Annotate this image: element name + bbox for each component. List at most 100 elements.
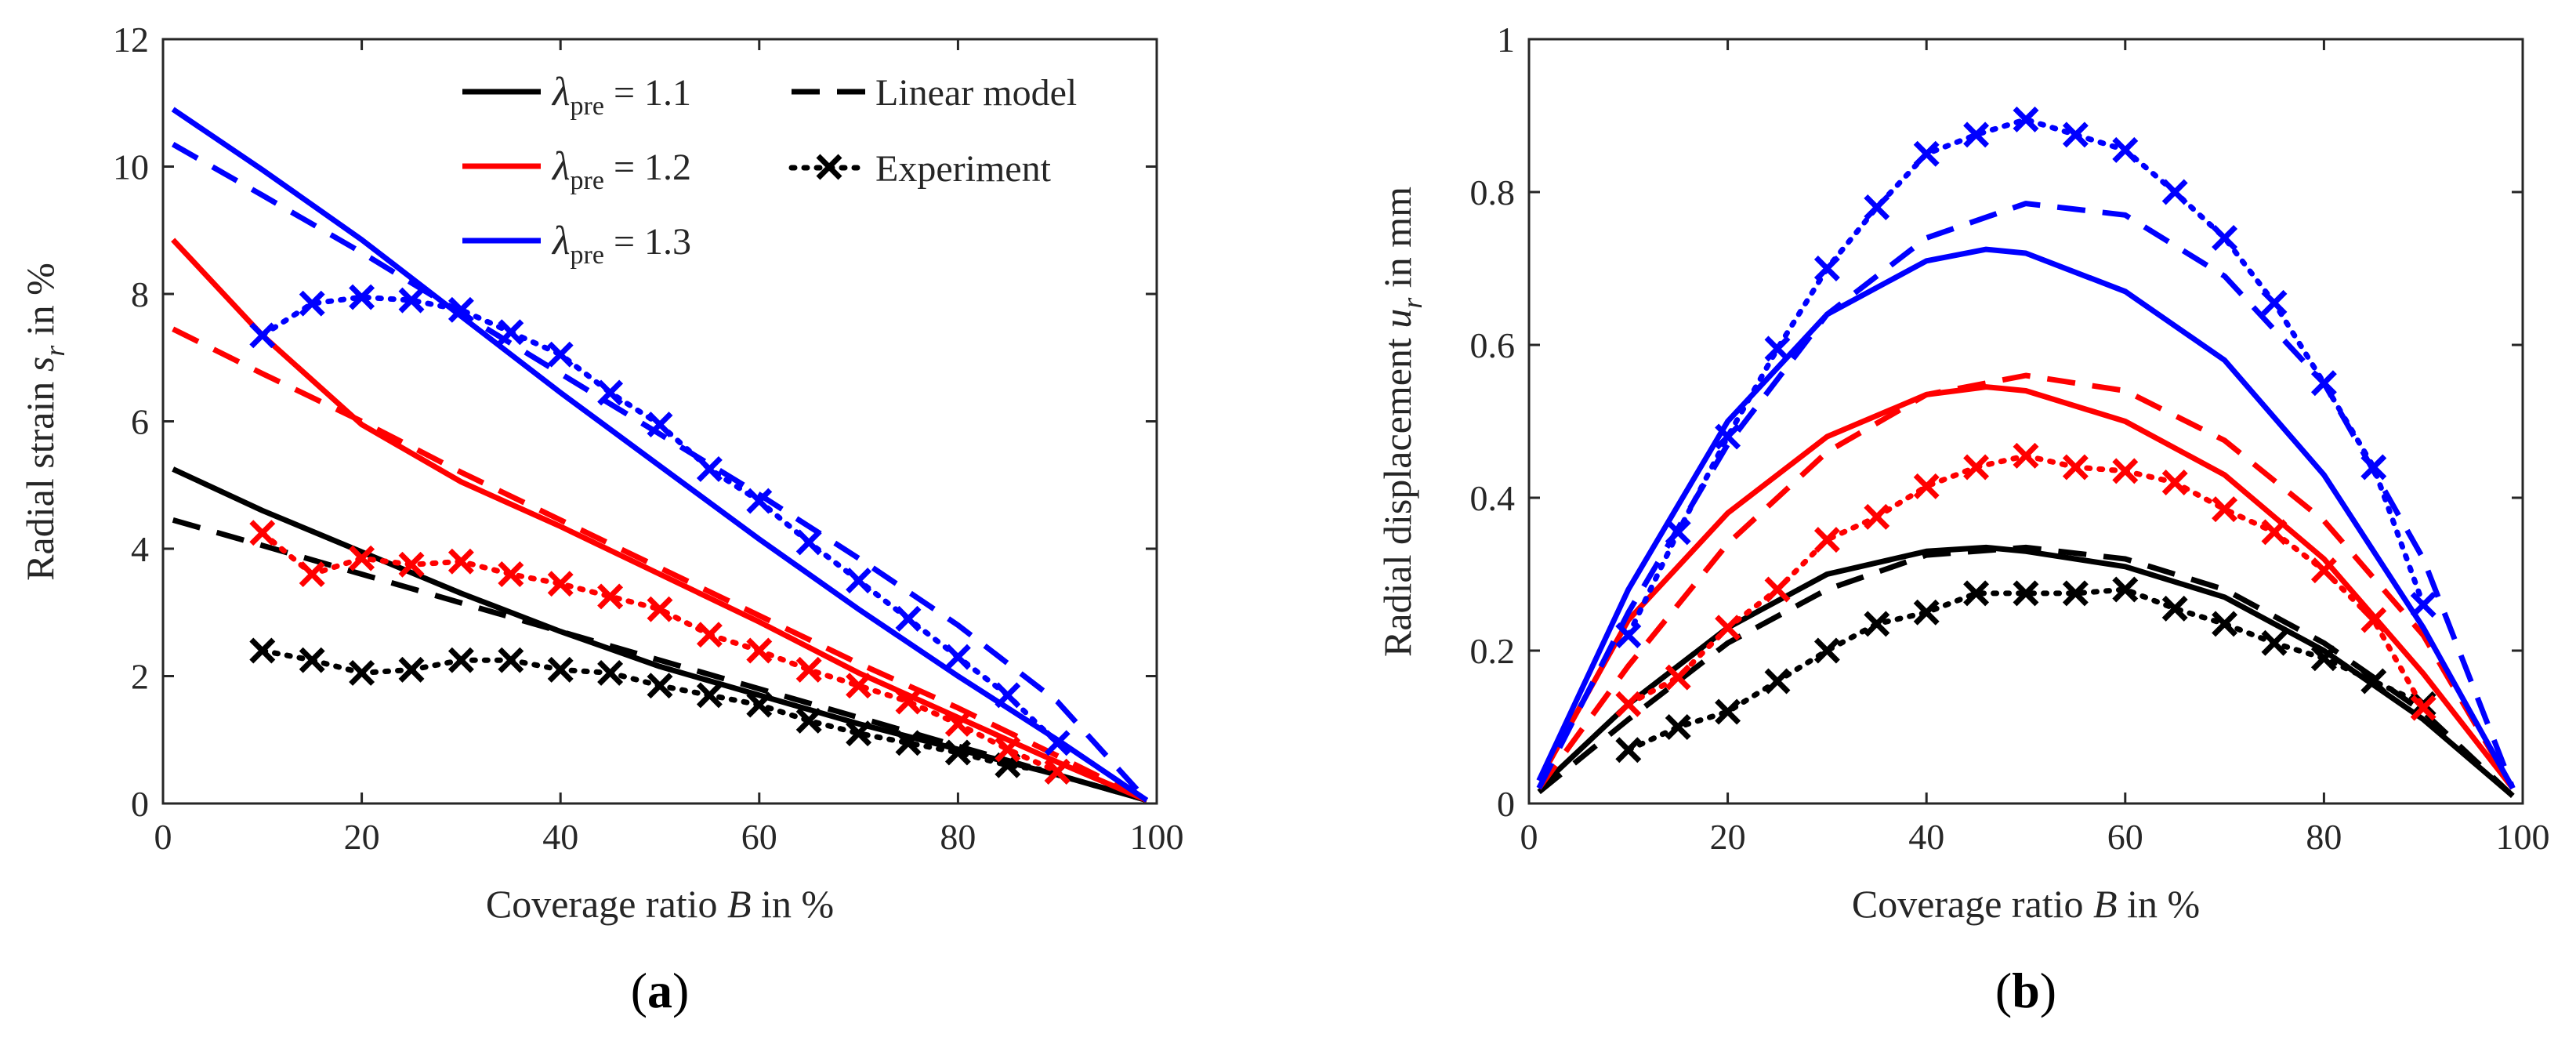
- panel-a-series-pre-1-3-experiment-point: [647, 412, 673, 438]
- panel-b-xtick-label: 60: [2107, 817, 2143, 857]
- panel-a-series-pre-1-3-experiment-point: [299, 290, 325, 317]
- panel-b-series-pre-1-2-experiment-point: [1764, 576, 1791, 603]
- panel-a-series-pre-1-2-experiment-point: [398, 551, 425, 578]
- panel-a-series-pre-1-2-experiment-point: [249, 520, 276, 546]
- panel-b-series-pre-1-3-experiment-point: [2013, 106, 2039, 132]
- panel-b-series-pre-1-2-experiment-point: [2261, 519, 2288, 546]
- panel-a-ticks: 0 20 40 60 80 100 0 2 4 6 8 10 12: [113, 20, 1184, 857]
- panel-b-series-pre-1-3-experiment-point: [2161, 179, 2188, 205]
- panel-a-series-pre-1-1-experiment-point: [498, 647, 524, 673]
- panel-b-series-pre-1-3-experiment-point: [2360, 454, 2387, 481]
- panel-a-series-pre-1-1-experiment-point: [597, 659, 624, 686]
- panel-a-series-pre-1-2-experiment-point: [944, 710, 971, 737]
- panel-b-series-pre-1-3-experiment-point: [2261, 289, 2288, 316]
- panel-b-ylabel: Radial displacement ur in mm: [1375, 187, 1428, 657]
- panel-b-series-pre-1-1-experiment-point: [1715, 698, 1741, 725]
- panel-a-series-pre-1-1-experiment-point: [795, 707, 822, 734]
- panel-b-series-pre-1-2-model-line: [1536, 384, 2516, 790]
- panel-b-series-pre-1-3-experiment-point: [1864, 194, 1890, 220]
- panel-b-series-pre-1-1-experiment-point: [1813, 637, 1840, 664]
- panel-a-series-pre-1-2-experiment-point: [498, 561, 524, 587]
- panel-a-series-pre-1-2-experiment-point: [795, 656, 822, 683]
- panel-b-series-pre-1-1-experiment-point: [2310, 645, 2337, 672]
- panel-a-series-pre-1-1-experiment-point: [846, 720, 872, 747]
- panel-a-series-pre-1-2-experiment-point: [547, 571, 574, 597]
- panel-b-series-pre-1-2-experiment-point: [1615, 691, 1642, 717]
- legend-entry-lambda-1-1: λpre = 1.1: [462, 70, 691, 121]
- panel-b-series-pre-1-1-experiment-point: [1615, 737, 1642, 764]
- svg-text:λpre = 1.2: λpre = 1.2: [551, 144, 691, 195]
- panel-b-series-pre-1-2-experiment-point: [2212, 496, 2238, 523]
- panel-b-series-pre-1-2-experiment-point: [2161, 470, 2188, 495]
- panel-b-series-pre-1-1-experiment-point: [1864, 611, 1890, 637]
- panel-b-series-pre-1-2-experiment-point: [2013, 442, 2039, 469]
- panel-a-series-pre-1-2-model-line: [171, 238, 1148, 803]
- panel-b-xlabel: Coverage ratio B in %: [1852, 882, 2200, 926]
- panel-a-series-pre-1-1-experiment-point: [746, 691, 773, 718]
- panel-a-series-pre-1-2-experiment-point: [647, 596, 673, 622]
- panel-b-series-pre-1-1-experiment-point: [1963, 580, 1990, 607]
- panel-a-series-pre-1-1-experiment-point: [944, 739, 971, 766]
- panel-a-series-pre-1-3-experiment-point: [447, 296, 474, 323]
- panel-b-series-pre-1-1-experiment-point: [2161, 595, 2188, 622]
- panel-a-series-pre-1-3-experiment-point: [547, 341, 574, 368]
- panel-b-xtick-label: 80: [2306, 817, 2342, 857]
- panel-b-series-pre-1-1-experiment-point: [2360, 668, 2387, 695]
- panel-b-series-pre-1-2-experiment-line: [1625, 452, 2426, 711]
- svg-text:Experiment: Experiment: [875, 148, 1052, 190]
- panel-a-series-pre-1-2-experiment-point: [1044, 758, 1071, 785]
- panel-a-series-pre-1-2-experiment-point: [696, 622, 723, 648]
- panel-a-ytick-label: 6: [131, 402, 149, 442]
- legend-entry-lambda-1-3: λpre = 1.3: [462, 219, 691, 270]
- panel-a-series-pre-1-3-experiment-point: [795, 529, 822, 556]
- panel-b-series-pre-1-1-experiment-point: [2212, 611, 2238, 637]
- panel-a-caption: (a): [631, 963, 690, 1018]
- panel-b-series-pre-1-3-experiment-point: [1913, 140, 1940, 167]
- panel-b-series-pre-1-1-model-line: [1537, 544, 2515, 798]
- panel-a-series-pre-1-3-model-line: [171, 107, 1149, 803]
- svg-text:λpre = 1.3: λpre = 1.3: [551, 219, 691, 270]
- panel-b-series-pre-1-3-experiment-point: [1615, 622, 1642, 648]
- panel-a-series-pre-1-2-experiment-point: [846, 673, 872, 699]
- panel-b-series-pre-1-3-experiment-point: [2310, 370, 2337, 397]
- panel-b-axes-box: [1527, 38, 2524, 805]
- panel-b-series-pre-1-1-linear-model-line: [1537, 544, 2515, 798]
- panel-b-series-pre-1-3-experiment-point: [1764, 336, 1791, 362]
- panel-b-series-pre-1-2-experiment-point: [2112, 458, 2139, 484]
- panel-a-ytick-label: 2: [131, 657, 149, 697]
- panel-a-series-pre-1-2-experiment-point: [597, 583, 624, 610]
- panel-a-data: [171, 107, 1149, 803]
- panel-a-xtick-label: 80: [940, 817, 976, 857]
- panel-a-ytick-label: 8: [131, 274, 149, 314]
- panel-b-series-pre-1-3-experiment-point: [2212, 225, 2238, 251]
- panel-b-series-pre-1-3-experiment-point: [1813, 256, 1840, 281]
- panel-a-ytick-label: 10: [113, 147, 149, 187]
- panel-b-ytick-label: 0: [1497, 784, 1515, 824]
- panel-b-series-pre-1-1-experiment-point: [2261, 629, 2288, 656]
- panel-b-series-pre-1-1-experiment-point: [1764, 668, 1791, 695]
- panel-a-series-pre-1-3-experiment-point: [944, 644, 971, 670]
- panel-a-series-pre-1-2-experiment-point: [995, 736, 1021, 763]
- panel-a-xtick-label: 0: [154, 817, 172, 857]
- panel-b-ytick-label: 0.6: [1470, 325, 1516, 365]
- panel-a-series-pre-1-1-experiment-point: [895, 730, 922, 756]
- panel-b-ticks: 0 20 40 60 80 100 0 0.2 0.4 0.6 0.8 1: [1470, 20, 2550, 857]
- svg-text:Linear model: Linear model: [875, 72, 1077, 114]
- panel-a-ytick-label: 4: [131, 529, 149, 569]
- panel-b-series-pre-1-2-experiment-point: [1913, 473, 1940, 499]
- panel-a-xtick-label: 20: [344, 817, 380, 857]
- panel-b-ytick-label: 0.8: [1470, 172, 1516, 212]
- panel-b-series-pre-1-3-experiment-point: [2112, 136, 2139, 163]
- panel-b-series-pre-1-1-experiment-point: [2062, 580, 2089, 607]
- panel-b-series-pre-1-2-experiment-point: [1665, 664, 1691, 691]
- panel-b-series-pre-1-1-experiment-point: [2112, 576, 2139, 603]
- panel-a-series-pre-1-1-experiment-point: [349, 659, 375, 686]
- panel-a-series-pre-1-3-experiment-point: [746, 488, 773, 514]
- panel-a-series-pre-1-3-experiment-point: [349, 284, 375, 310]
- panel-a-series-pre-1-2-experiment-point: [746, 637, 773, 664]
- panel-b-xtick-label: 40: [1908, 817, 1944, 857]
- panel-a-series-pre-1-1-experiment-point: [647, 673, 673, 699]
- panel-a-xtick-label: 60: [741, 817, 777, 857]
- panel-b-ytick-label: 0.2: [1470, 631, 1516, 671]
- panel-a: 0 20 40 60 80 100 0 2 4 6 8 10 12 Coverage ratio B i…: [18, 20, 1184, 1018]
